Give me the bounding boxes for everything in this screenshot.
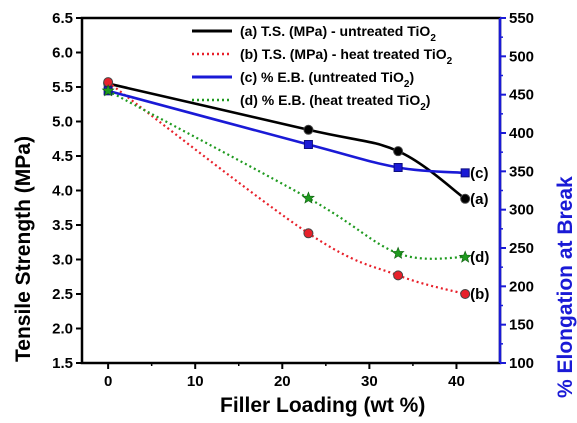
data-point-c — [460, 168, 470, 178]
data-point-c — [393, 163, 403, 172]
y2-tick-label: 400 — [509, 125, 534, 142]
series-line-b — [107, 81, 466, 296]
legend-entry-a: (a) T.S. (MPa) - untreated TiO2 — [192, 23, 436, 44]
legend: (a) T.S. (MPa) - untreated TiO2 (b) T.S.… — [192, 23, 453, 113]
data-point-a — [393, 146, 404, 157]
data-point-a — [460, 193, 471, 204]
y2-tick-label: 450 — [509, 87, 534, 104]
data-point-b — [460, 289, 471, 299]
y2-tick-label: 500 — [509, 48, 534, 65]
end-label-c: (c) — [470, 165, 488, 182]
y-tick-label: 2.5 — [52, 286, 73, 303]
y-tick-label: 3.5 — [52, 217, 73, 234]
legend-entry-d: (d) % E.B. (heat treated TiO2) — [192, 92, 430, 113]
series-b — [103, 77, 471, 299]
series-line-c — [107, 89, 466, 175]
data-point-d — [391, 246, 405, 259]
right-y-axis: 100 150 200 250 300 350 400 450 500 550 — [500, 10, 534, 372]
data-point-a — [303, 124, 314, 135]
data-point-b — [303, 228, 314, 239]
y2-tick-label: 250 — [509, 240, 534, 257]
y2-tick-label: 150 — [509, 317, 534, 334]
y2-axis-title: % Elongation at Break — [554, 176, 577, 398]
y-tick-label: 4.5 — [52, 148, 73, 165]
data-point-b — [393, 270, 404, 281]
end-label-b: (b) — [470, 286, 489, 303]
y-tick-label: 5.5 — [52, 79, 73, 96]
legend-entry-c: (c) % E.B. (untreated TiO2) — [192, 69, 414, 90]
y-tick-label: 1.5 — [52, 355, 73, 372]
series-line-d — [107, 89, 466, 260]
end-labels: (a) (b) (c) (d) — [470, 165, 489, 303]
data-point-d — [101, 84, 115, 97]
legend-label-c: (c) % E.B. (untreated TiO2) — [240, 69, 414, 90]
x-tick-label: 0 — [104, 373, 112, 390]
y-tick-label: 6.0 — [52, 45, 73, 62]
y2-tick-label: 550 — [509, 10, 534, 27]
y2-tick-label: 350 — [509, 163, 534, 180]
y2-tick-label: 100 — [509, 355, 534, 372]
x-tick-label: 40 — [448, 373, 465, 390]
y-tick-label: 4.0 — [52, 183, 73, 200]
y2-tick-label: 300 — [509, 202, 534, 219]
legend-label-a: (a) T.S. (MPa) - untreated TiO2 — [240, 23, 436, 44]
x-axis-title: Filler Loading (wt %) — [220, 394, 425, 417]
data-point-c — [303, 140, 313, 149]
x-tick-label: 30 — [361, 373, 378, 390]
left-y-axis: 1.5 2.0 2.5 3.0 3.5 4.0 4.5 5.0 5.5 6.0 6.5 — [52, 10, 82, 372]
y-tick-label: 3.0 — [52, 252, 73, 269]
end-label-a: (a) — [470, 191, 488, 208]
y-tick-label: 5.0 — [52, 114, 73, 131]
legend-entry-b: (b) T.S. (MPa) - heat treated TiO2 — [192, 46, 453, 67]
legend-label-b: (b) T.S. (MPa) - heat treated TiO2 — [240, 46, 453, 67]
x-axis: 0 10 20 30 40 — [104, 363, 465, 390]
data-point-d — [458, 250, 472, 263]
y2-tick-label: 200 — [509, 278, 534, 295]
series-d — [101, 84, 472, 263]
x-tick-label: 10 — [187, 373, 204, 390]
data-point-d — [301, 191, 315, 204]
series-layer — [101, 77, 472, 299]
end-label-d: (d) — [470, 249, 489, 266]
legend-label-d: (d) % E.B. (heat treated TiO2) — [240, 92, 430, 113]
y-tick-label: 2.0 — [52, 321, 73, 338]
y-tick-label: 6.5 — [52, 10, 73, 27]
x-tick-label: 20 — [274, 373, 291, 390]
y-axis-title: Tensile Strength (MPa) — [12, 136, 35, 362]
